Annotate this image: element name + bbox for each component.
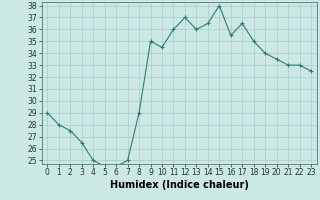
X-axis label: Humidex (Indice chaleur): Humidex (Indice chaleur) xyxy=(110,180,249,190)
